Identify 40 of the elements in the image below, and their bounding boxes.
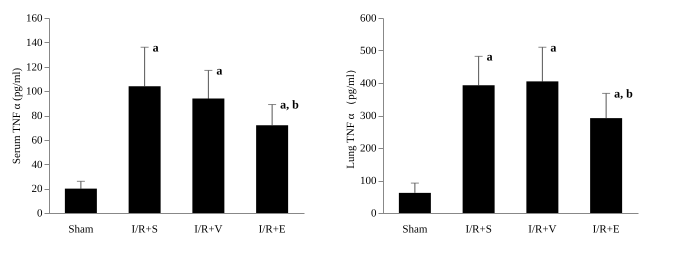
y-tick-label: 400 bbox=[360, 78, 377, 90]
bar bbox=[590, 118, 622, 213]
x-tick-label: Sham bbox=[68, 224, 94, 236]
y-tick-label: 20 bbox=[32, 183, 43, 196]
x-tick-label: I/R+E bbox=[592, 224, 620, 236]
bar bbox=[526, 81, 558, 213]
y-tick-label: 600 bbox=[360, 12, 377, 24]
y-tick-label: 140 bbox=[26, 36, 43, 49]
bar bbox=[64, 188, 97, 213]
annotation: a bbox=[216, 63, 222, 78]
y-tick-label: 200 bbox=[360, 142, 377, 154]
y-axis-title: Serum TNF α (pg/ml) bbox=[11, 68, 23, 164]
x-tick-label: I/R+S bbox=[131, 224, 158, 236]
y-axis-title: Lung TNF α （pg/ml） bbox=[345, 63, 357, 169]
y-tick-label: 100 bbox=[26, 86, 43, 98]
y-tick-label: 0 bbox=[37, 208, 43, 220]
annotation: a bbox=[486, 49, 493, 64]
y-tick-label: 500 bbox=[360, 45, 377, 57]
bar bbox=[256, 125, 288, 213]
annotation: a bbox=[152, 40, 159, 54]
y-tick-label: 100 bbox=[360, 175, 377, 187]
annotation: a, b bbox=[280, 98, 300, 112]
x-tick-label: I/R+S bbox=[465, 224, 492, 236]
x-tick-label: I/R+E bbox=[258, 224, 286, 236]
x-tick-label: Sham bbox=[402, 224, 428, 236]
bar bbox=[462, 85, 495, 213]
bar bbox=[192, 98, 224, 213]
y-tick-label: 80 bbox=[32, 110, 43, 122]
x-tick-label: I/R+V bbox=[194, 224, 223, 236]
annotation: a, b bbox=[614, 86, 634, 100]
bar bbox=[398, 192, 431, 213]
bar bbox=[128, 86, 161, 213]
y-tick-label: 300 bbox=[360, 110, 377, 122]
annotation: a bbox=[550, 40, 556, 54]
y-tick-label: 0 bbox=[371, 208, 377, 220]
x-tick-label: I/R+V bbox=[528, 224, 557, 236]
y-tick-label: 160 bbox=[26, 12, 43, 24]
y-tick-label: 40 bbox=[32, 158, 43, 171]
y-tick-label: 60 bbox=[32, 134, 43, 146]
y-tick-label: 120 bbox=[26, 61, 43, 74]
